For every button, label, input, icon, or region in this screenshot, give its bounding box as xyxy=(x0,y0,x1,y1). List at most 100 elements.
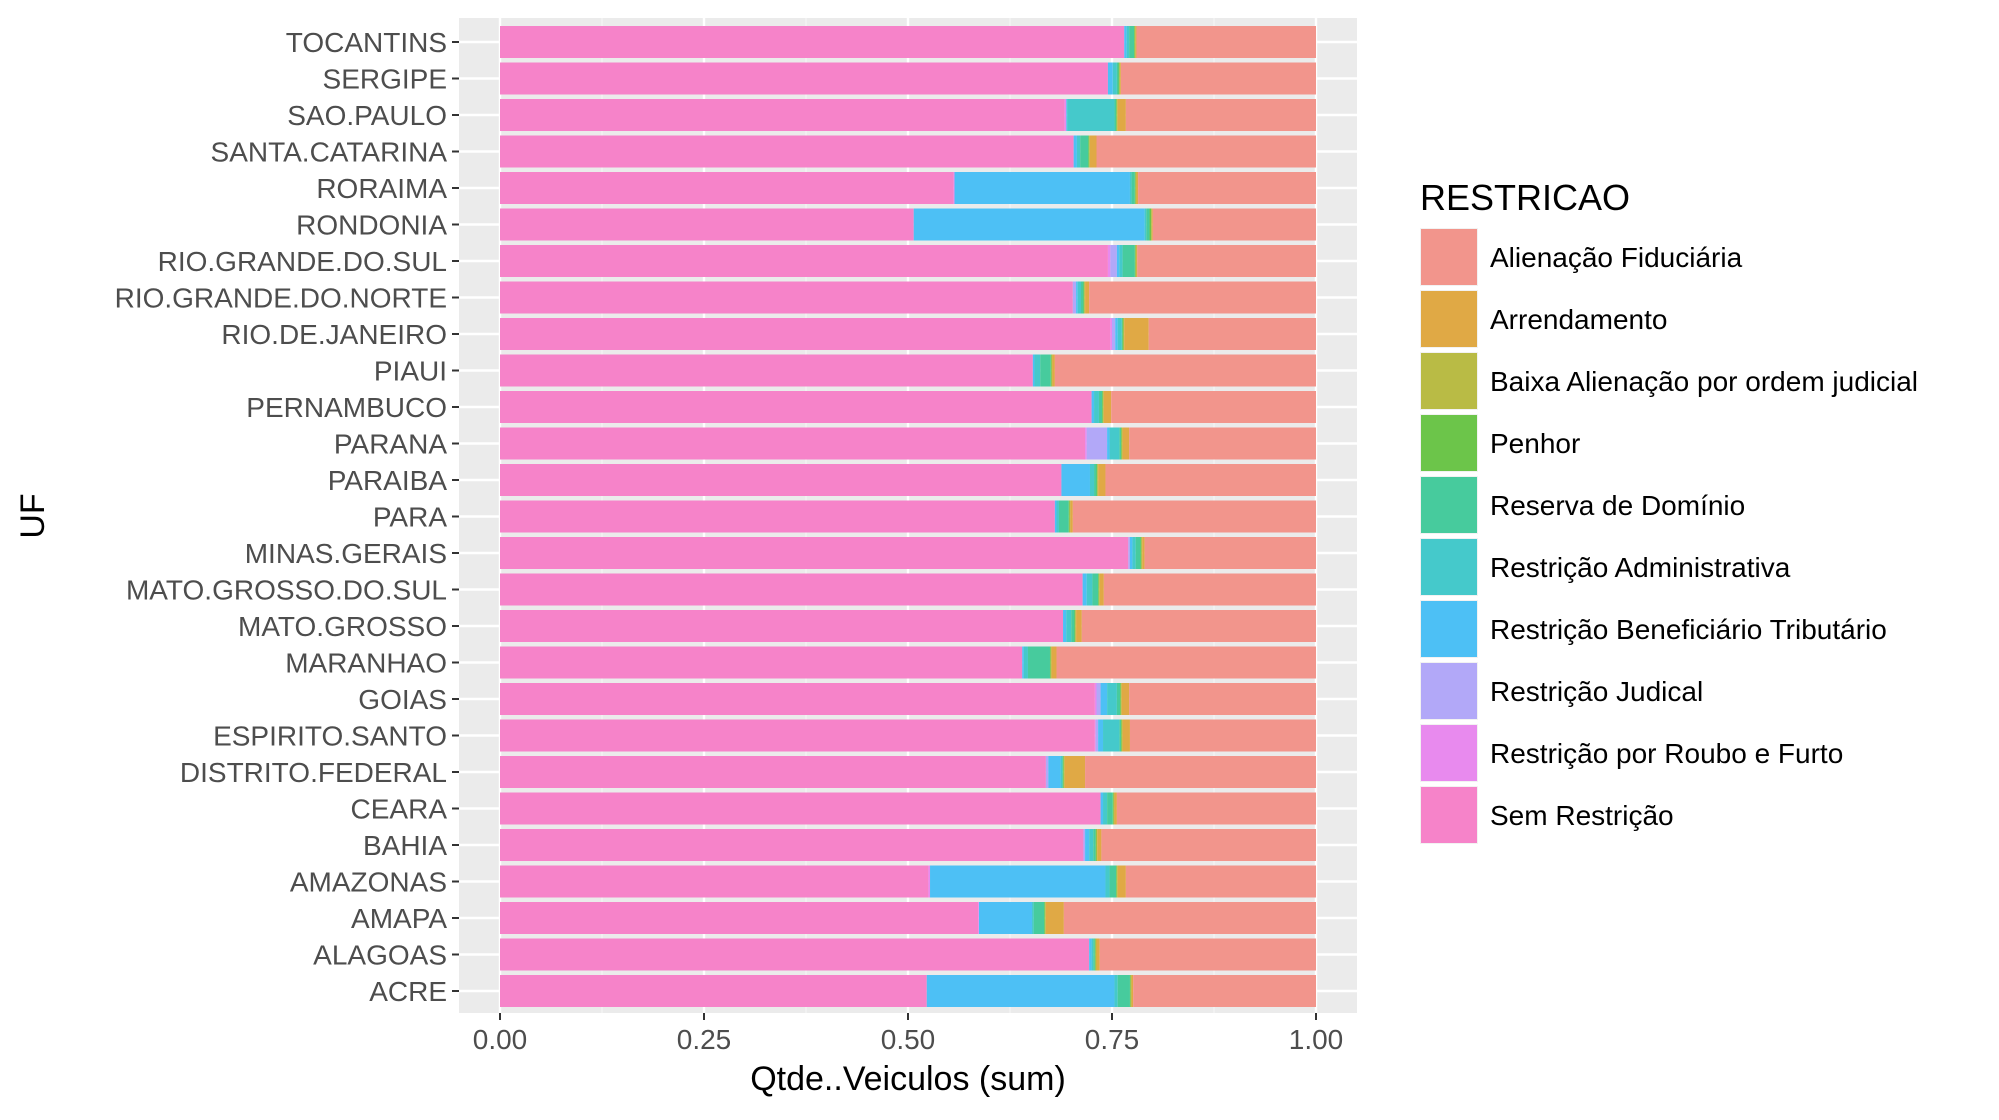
x-tick-label: 0.00 xyxy=(473,1024,528,1055)
bar-segment xyxy=(500,135,1074,168)
bar-segment xyxy=(1061,464,1090,496)
bar-segment xyxy=(1083,829,1086,861)
bar-segment xyxy=(1119,62,1121,95)
bar-segment xyxy=(1100,792,1104,825)
bar-segment xyxy=(1099,573,1104,606)
bar-segment xyxy=(1093,938,1095,971)
bar-segment xyxy=(500,99,1065,131)
bar-segment xyxy=(1080,135,1089,168)
bar-segment xyxy=(1073,135,1077,168)
bar-segment xyxy=(500,537,1129,569)
bar-segment xyxy=(928,865,931,898)
bar-segment xyxy=(500,573,1083,606)
bar-segment xyxy=(1056,646,1316,679)
y-tick-label: ESPIRITO.SANTO xyxy=(213,721,447,752)
y-tick-label: RIO.DE.JANEIRO xyxy=(221,319,447,350)
legend-label: Restrição Beneficiário Tributário xyxy=(1490,614,1887,645)
legend-key xyxy=(1421,291,1477,347)
y-tick-label: PERNAMBUCO xyxy=(246,392,447,423)
x-tick-label: 0.25 xyxy=(677,1024,732,1055)
y-tick-label: MATO.GROSSO xyxy=(238,611,447,642)
bar-segment xyxy=(1114,975,1118,1007)
y-tick-label: SANTA.CATARINA xyxy=(211,137,448,168)
bar-segment xyxy=(1085,756,1316,788)
x-tick-label: 1.00 xyxy=(1289,1024,1344,1055)
bar-segment xyxy=(954,172,1130,204)
legend-key xyxy=(1421,539,1477,595)
bar-segment xyxy=(1134,26,1136,58)
bar-stack xyxy=(500,756,1316,788)
bar-segment xyxy=(1136,245,1138,277)
bar-segment xyxy=(1119,245,1123,277)
bar-segment xyxy=(1083,281,1085,314)
bar-segment xyxy=(1131,975,1134,1007)
bar-segment xyxy=(1102,391,1104,423)
y-tick-label: MARANHAO xyxy=(285,648,447,679)
bar-segment xyxy=(500,865,929,898)
bar-stack xyxy=(500,208,1316,241)
bar-segment xyxy=(1116,683,1121,715)
bar-stack xyxy=(500,318,1316,350)
bar-segment xyxy=(1120,683,1121,715)
bar-stack xyxy=(500,792,1316,825)
bar-segment xyxy=(1136,172,1139,204)
bar-segment xyxy=(1094,938,1096,971)
bar-segment xyxy=(1096,683,1101,715)
bar-segment xyxy=(500,646,1023,679)
bar-stack xyxy=(500,829,1316,861)
bar-segment xyxy=(1138,172,1316,204)
bar-segment xyxy=(500,829,1084,861)
bar-segment xyxy=(930,865,1106,898)
bar-segment xyxy=(1112,318,1116,350)
y-tick-label: MATO.GROSSO.DO.SUL xyxy=(126,575,447,606)
bar-segment xyxy=(1050,354,1052,387)
bar-segment xyxy=(1093,829,1096,861)
bar-segment xyxy=(1086,427,1108,460)
bar-segment xyxy=(1144,537,1316,569)
y-tick-label: RIO.GRANDE.DO.NORTE xyxy=(115,283,447,314)
legend-label: Reserva de Domínio xyxy=(1490,490,1745,521)
bar-segment xyxy=(1122,719,1130,752)
bar-segment xyxy=(1121,427,1123,460)
bar-segment xyxy=(1091,938,1094,971)
y-tick-label: PARA xyxy=(373,502,447,533)
bar-segment xyxy=(500,354,1033,387)
legend-key xyxy=(1421,415,1477,471)
legend-title: RESTRICAO xyxy=(1420,177,1630,218)
bar-segment xyxy=(1112,62,1117,95)
bar-segment xyxy=(1098,464,1106,496)
bar-segment xyxy=(1077,281,1081,314)
x-axis-title: Qtde..Veiculos (sum) xyxy=(750,1060,1066,1098)
bar-segment xyxy=(1072,281,1077,314)
bar-segment xyxy=(1129,172,1132,204)
bar-segment xyxy=(1063,756,1064,788)
bar-segment xyxy=(1144,208,1147,241)
y-tick-label: PARAIBA xyxy=(328,465,448,496)
bar-segment xyxy=(1063,610,1067,642)
bar-segment xyxy=(1085,281,1090,314)
bar-segment xyxy=(1120,62,1121,95)
bar-segment xyxy=(1068,500,1070,533)
bar-segment xyxy=(1136,26,1316,58)
bar-stack xyxy=(500,610,1316,642)
bar-stack xyxy=(500,172,1316,204)
y-tick-label: DISTRITO.FEDERAL xyxy=(180,757,447,788)
bar-segment xyxy=(1141,537,1143,569)
bar-segment xyxy=(1096,135,1316,168)
bar-segment xyxy=(1120,683,1122,715)
bar-segment xyxy=(1050,646,1052,679)
bar-segment xyxy=(1114,792,1117,825)
bar-segment xyxy=(1121,683,1130,715)
bar-segment xyxy=(1120,719,1122,752)
bar-segment xyxy=(913,208,1145,241)
bar-segment xyxy=(1120,62,1316,95)
bar-segment xyxy=(1103,391,1112,423)
bar-segment xyxy=(1091,391,1095,423)
legend-label: Alienação Fiduciária xyxy=(1490,242,1743,273)
bar-segment xyxy=(500,208,914,241)
bar-segment xyxy=(1109,427,1120,460)
bar-segment xyxy=(500,719,1095,752)
bar-segment xyxy=(1081,610,1316,642)
bar-segment xyxy=(1098,719,1104,752)
bar-segment xyxy=(1107,683,1117,715)
